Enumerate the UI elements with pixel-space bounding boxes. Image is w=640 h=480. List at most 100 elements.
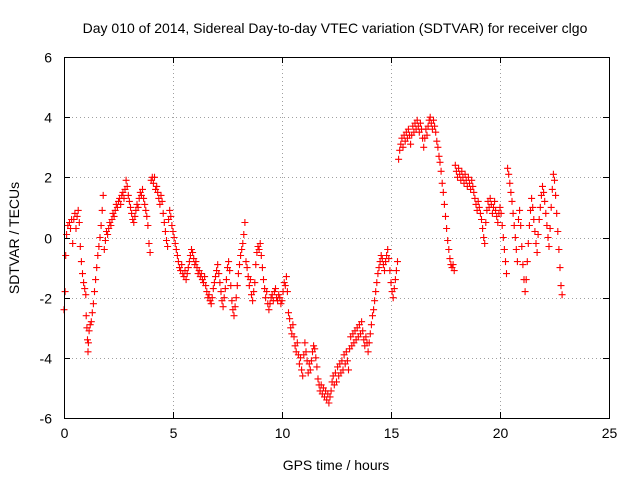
data-point [143,212,151,220]
data-point [509,209,517,217]
data-point [227,282,235,290]
data-point [435,152,443,160]
data-point [374,270,382,278]
data-point [82,291,90,299]
data-point [113,203,121,211]
data-point [265,306,273,314]
data-point [555,246,563,253]
data-point [87,318,95,326]
data-point [492,206,500,214]
data-point [433,137,441,145]
data-point [385,255,393,263]
data-point [557,282,565,290]
data-point [80,279,88,287]
data-point [134,203,142,211]
data-point [539,182,546,190]
data-point [515,216,522,223]
data-point [69,240,77,247]
data-point [367,321,375,329]
x-tick-label: 10 [275,425,291,441]
data-point [251,279,259,287]
data-point [70,216,78,223]
data-point [499,234,507,241]
data-point [449,261,457,269]
data-point [480,234,488,241]
data-point [378,255,386,263]
data-point [517,222,525,229]
data-point [297,354,304,362]
y-tick-label: -6 [40,411,53,427]
data-point [172,246,180,253]
data-point [519,261,527,269]
data-point [174,258,182,266]
data-point [255,246,263,253]
data-point [384,246,392,253]
data-point [432,128,440,136]
data-point [258,264,266,272]
data-point [399,143,407,151]
data-point [260,276,267,284]
data-point [169,228,177,235]
data-point [424,122,432,130]
data-point [74,206,82,214]
data-point [458,167,466,175]
data-point [306,366,314,374]
data-point [478,216,485,223]
data-point [310,342,318,350]
data-point [197,270,205,278]
data-point [86,321,94,329]
data-point [532,240,540,247]
data-point [192,258,200,266]
data-point [61,288,69,296]
data-point [554,228,562,235]
data-point [312,354,320,362]
data-point [440,200,448,208]
data-point [222,276,230,284]
data-point [481,240,489,247]
data-point [91,288,98,296]
data-point [430,116,437,124]
data-point [362,333,370,341]
data-point [455,164,463,172]
x-tick-label: 20 [493,425,509,441]
data-point [184,264,192,272]
data-point [72,225,80,232]
data-points [60,113,566,407]
data-point [146,249,154,256]
data-point [281,282,289,290]
data-point [471,194,479,202]
data-point [498,222,506,229]
data-point [443,225,451,232]
data-point [266,300,274,308]
data-point [100,246,108,253]
data-point [141,200,149,208]
data-point [139,185,146,193]
data-point [205,291,213,299]
y-tick-label: 2 [44,170,52,186]
data-point [370,306,378,314]
data-point [94,252,102,259]
data-point [228,297,236,305]
data-point [120,194,128,202]
data-point [133,200,141,208]
data-point [469,182,477,190]
data-point [314,375,322,383]
data-point [372,288,380,296]
data-point [207,300,215,308]
data-point [249,297,257,305]
x-tick-label: 15 [384,425,400,441]
data-point [387,279,395,287]
data-point [270,288,278,296]
data-point [474,197,482,205]
data-point [208,294,216,302]
data-point [149,179,157,187]
data-point [76,243,84,250]
grid [64,57,609,418]
data-point [163,237,170,244]
data-point [491,197,499,205]
data-point [518,243,526,250]
data-point [541,197,549,205]
data-point [342,348,350,356]
data-point [369,312,376,320]
data-point [404,125,412,133]
